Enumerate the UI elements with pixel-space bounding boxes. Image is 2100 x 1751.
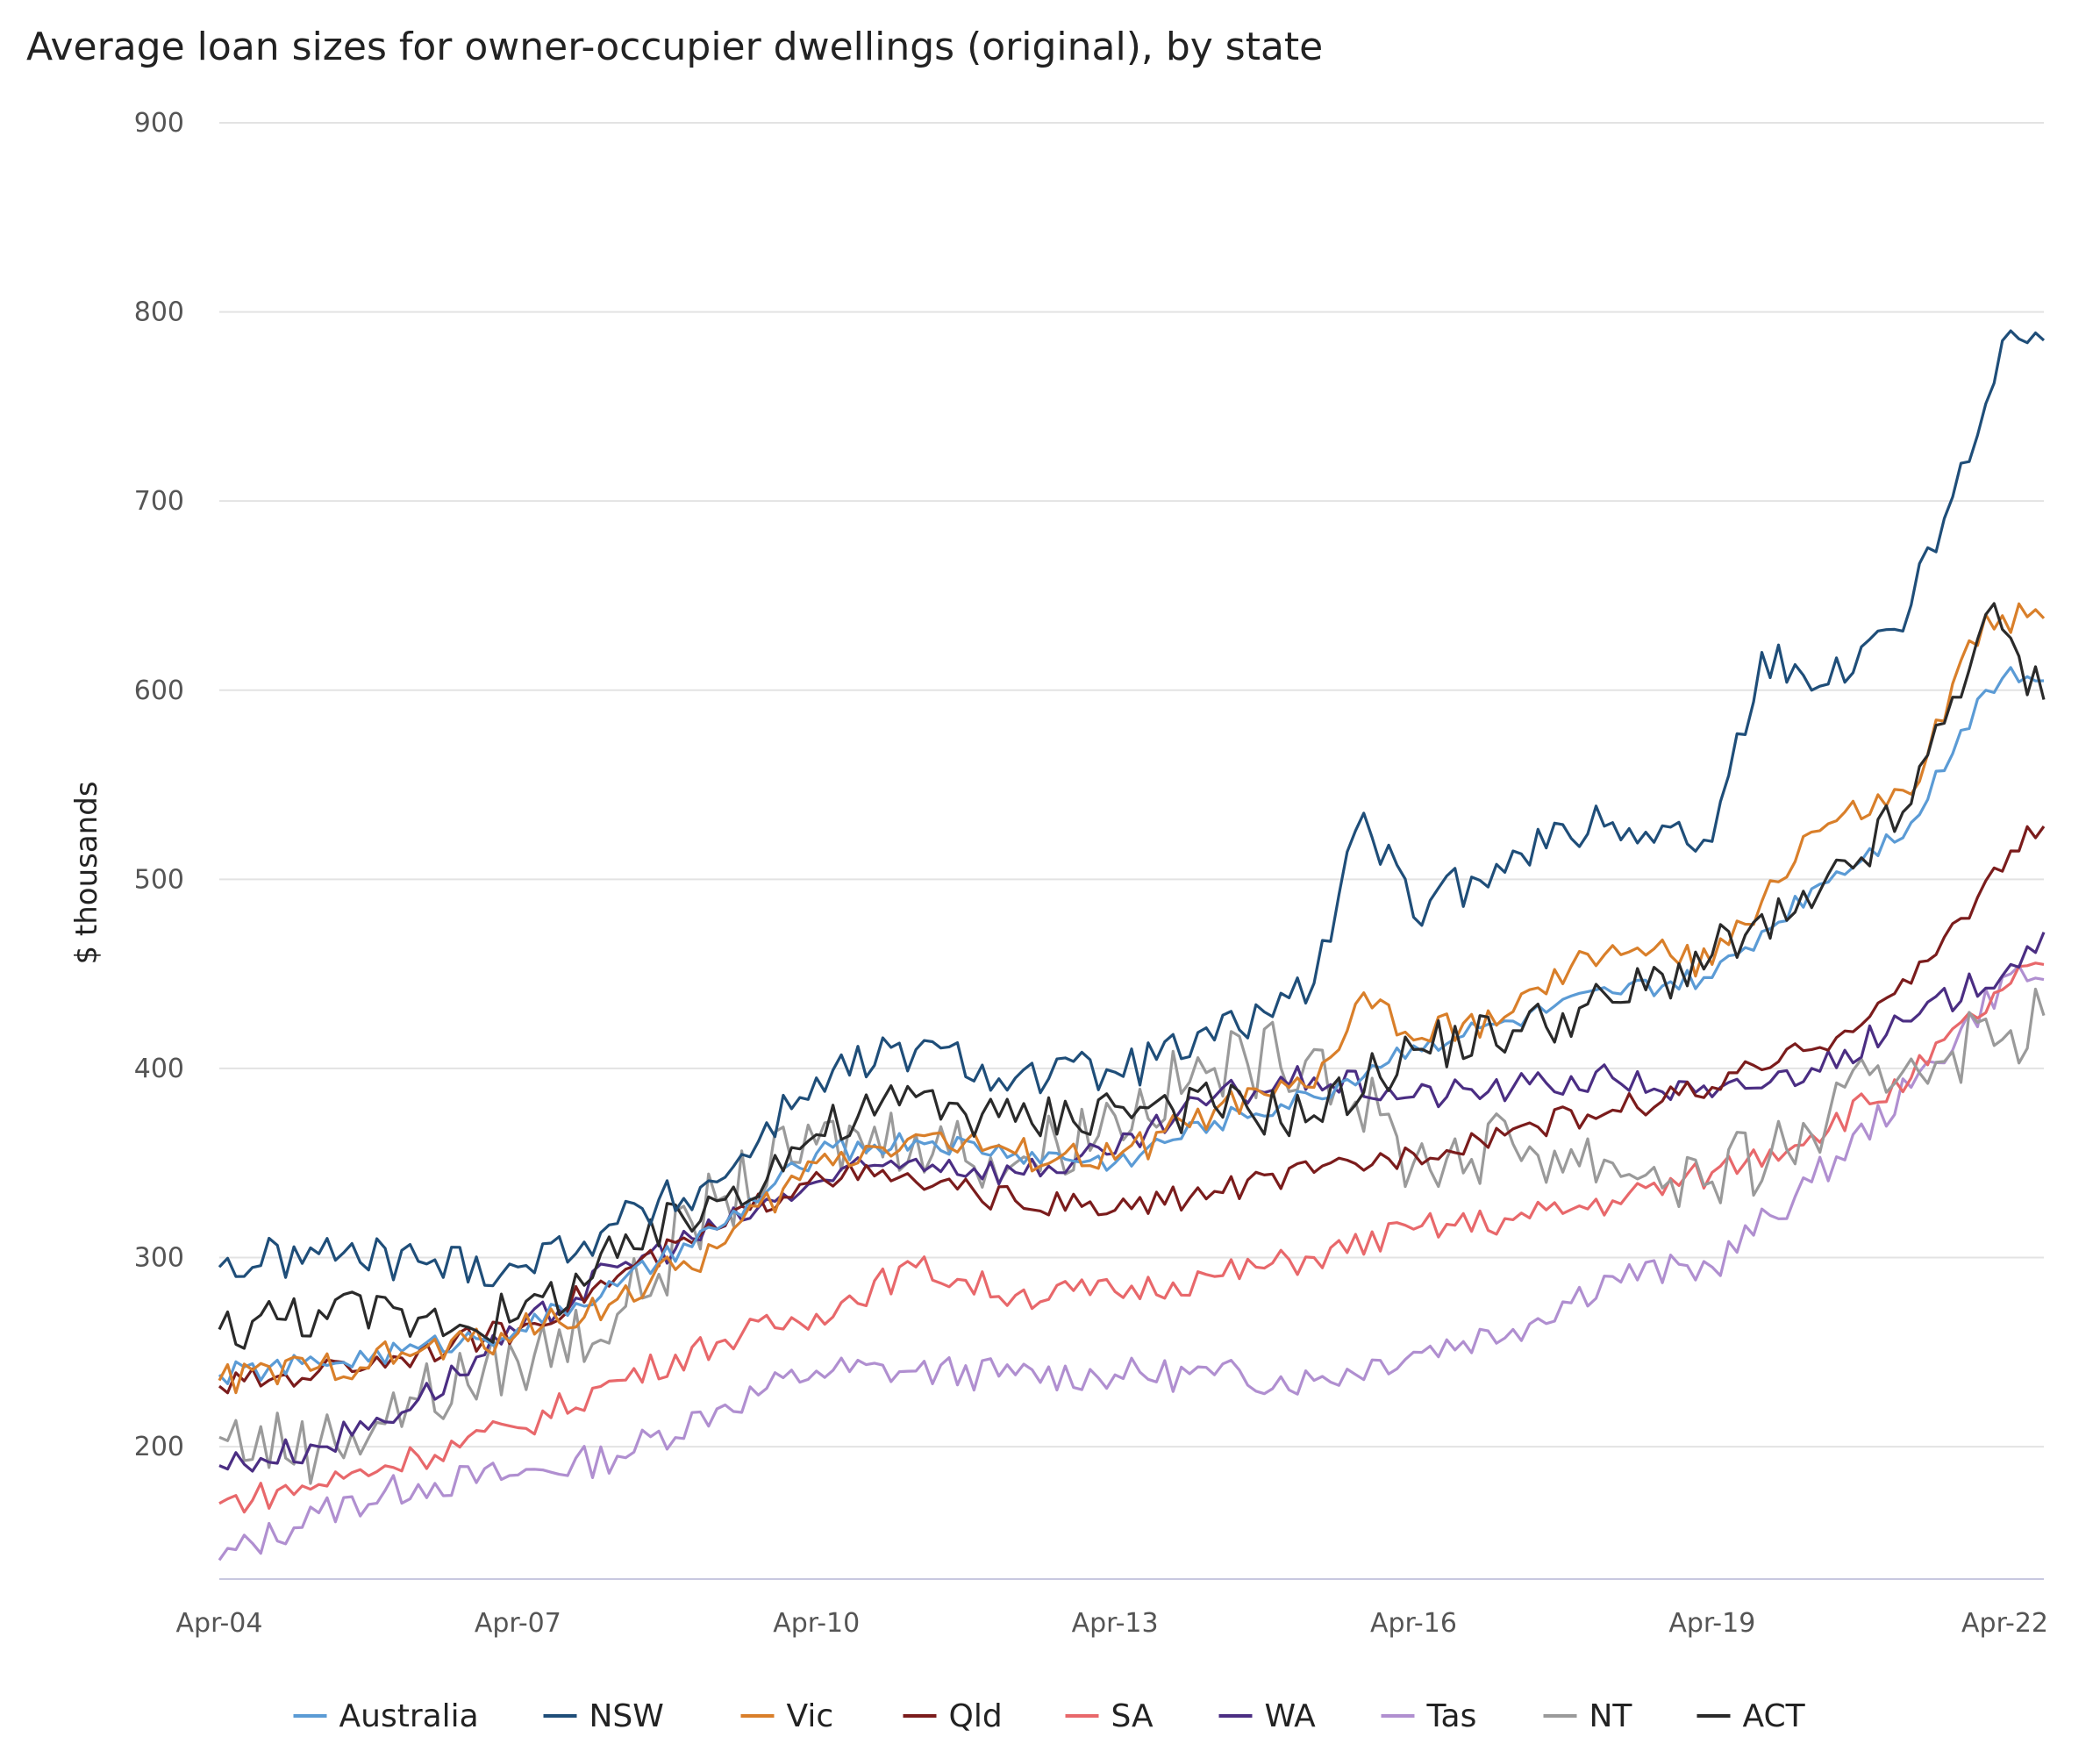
legend-label: Vic xyxy=(787,1698,834,1734)
series-line-qld xyxy=(218,825,2046,1395)
legend-item-vic[interactable]: Vic xyxy=(740,1698,834,1734)
series-line-vic xyxy=(218,602,2046,1395)
x-tick-label: Apr-16 xyxy=(1370,1608,1457,1639)
legend-label: WA xyxy=(1265,1698,1317,1734)
series-line-tas xyxy=(218,964,2045,1562)
legend-label: ACT xyxy=(1743,1698,1806,1734)
y-axis-label: $ thousands xyxy=(69,781,104,964)
y-tick-label: 800 xyxy=(134,297,184,328)
y-tick-label: 200 xyxy=(134,1432,184,1462)
legend-item-nt[interactable]: NT xyxy=(1543,1698,1633,1734)
series-line-australia xyxy=(218,666,2045,1385)
series-line-wa xyxy=(218,932,2046,1473)
legend-label: Tas xyxy=(1426,1698,1477,1734)
series-line-act xyxy=(218,602,2046,1350)
y-axis-ticks: 200 300 400 500 600 700 800 900 xyxy=(134,108,184,1462)
series-line-nt xyxy=(218,987,2046,1485)
x-tick-label: Apr-10 xyxy=(773,1608,860,1639)
x-tick-label: Apr-19 xyxy=(1668,1608,1755,1639)
y-tick-label: 900 xyxy=(134,108,184,139)
legend-item-australia[interactable]: Australia xyxy=(293,1698,479,1734)
y-tick-label: 600 xyxy=(134,675,184,706)
chart-title: Average loan sizes for owner-occupier dw… xyxy=(26,25,1324,69)
y-tick-label: 700 xyxy=(134,486,184,517)
legend-label: NSW xyxy=(589,1698,664,1734)
y-tick-label: 400 xyxy=(134,1054,184,1084)
x-tick-label: Apr-13 xyxy=(1072,1608,1159,1639)
series-lines xyxy=(218,329,2046,1562)
legend-label: SA xyxy=(1111,1698,1154,1734)
series-line-nsw xyxy=(218,329,2046,1288)
legend-label: Qld xyxy=(949,1698,1003,1734)
legend-item-qld[interactable]: Qld xyxy=(903,1698,1003,1734)
legend-item-sa[interactable]: SA xyxy=(1065,1698,1154,1734)
legend-item-act[interactable]: ACT xyxy=(1696,1698,1806,1734)
legend-label: Australia xyxy=(339,1698,479,1734)
legend-label: NT xyxy=(1589,1698,1633,1734)
x-axis-ticks: Apr-04 Apr-07 Apr-10 Apr-13 Apr-16 Apr-19 Apr-… xyxy=(176,1608,2048,1639)
x-tick-label: Apr-22 xyxy=(1961,1608,2048,1639)
y-tick-label: 300 xyxy=(134,1243,184,1274)
legend: Australia NSW Vic Qld SA WA Tas NT ACT xyxy=(293,1698,1806,1734)
x-tick-label: Apr-04 xyxy=(176,1608,263,1639)
legend-item-nsw[interactable]: NSW xyxy=(543,1698,664,1734)
gridlines xyxy=(219,122,2044,1580)
x-tick-label: Apr-07 xyxy=(475,1608,561,1639)
legend-item-wa[interactable]: WA xyxy=(1218,1698,1317,1734)
legend-item-tas[interactable]: Tas xyxy=(1381,1698,1477,1734)
series-line-sa xyxy=(218,961,2045,1514)
y-tick-label: 500 xyxy=(134,864,184,895)
